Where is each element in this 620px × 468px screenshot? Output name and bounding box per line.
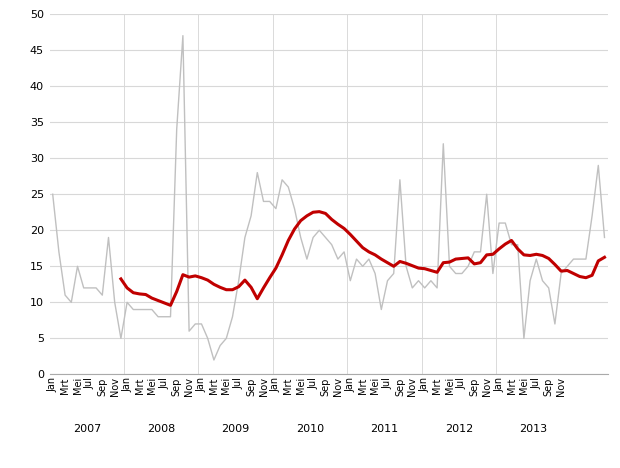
Text: 2011: 2011 (370, 424, 399, 434)
Text: 2012: 2012 (445, 424, 473, 434)
Text: 2007: 2007 (73, 424, 101, 434)
Text: 2010: 2010 (296, 424, 324, 434)
Text: 2013: 2013 (519, 424, 547, 434)
Text: 2008: 2008 (147, 424, 175, 434)
Text: 2009: 2009 (221, 424, 250, 434)
